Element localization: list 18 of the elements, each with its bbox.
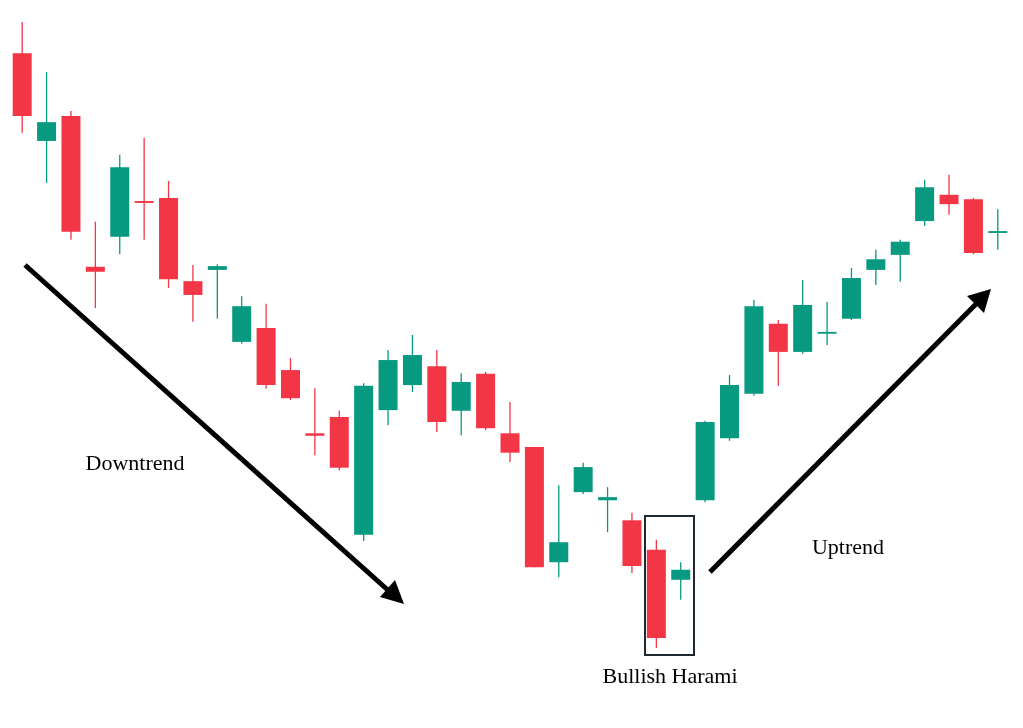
candlestick [207,263,227,320]
candlestick [817,301,837,346]
candlestick [549,484,569,578]
candlestick [671,561,691,601]
candlestick [890,239,910,283]
candlestick [598,486,618,533]
candlestick [500,401,520,463]
candlestick [183,264,203,323]
candlestick [37,71,57,184]
text: Bullish Harami [602,663,738,688]
candlestick [939,174,959,216]
candlestick [134,137,154,241]
annotation: Uptrend [811,534,885,559]
candlestick [988,208,1008,251]
annotation: Downtrend [85,450,185,475]
candlestick [305,387,325,456]
candlestick [866,249,886,286]
candlestick [85,221,105,309]
